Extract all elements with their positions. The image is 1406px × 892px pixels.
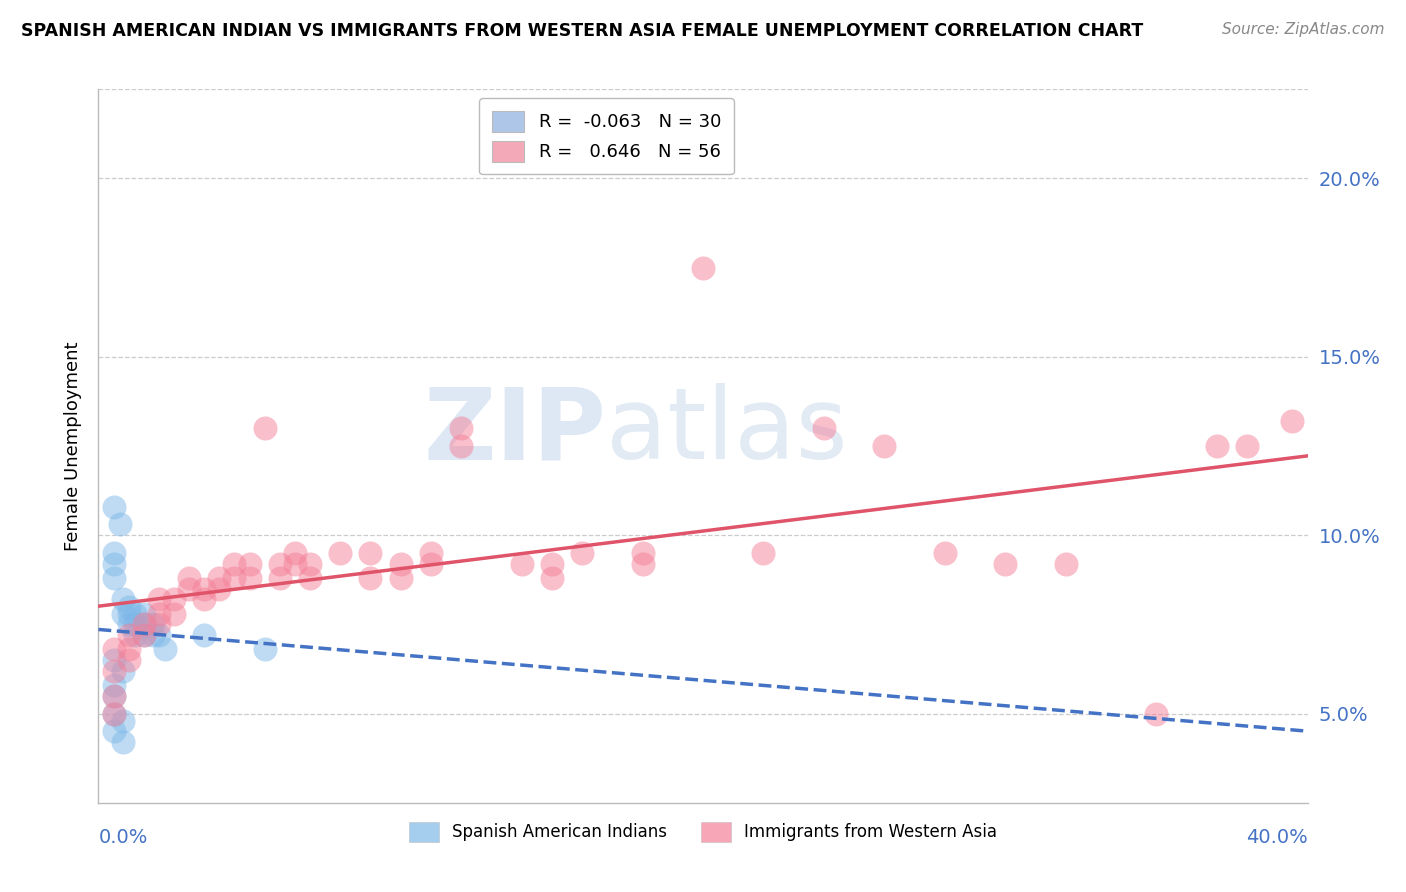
Point bbox=[148, 607, 170, 621]
Point bbox=[179, 582, 201, 596]
Point bbox=[103, 500, 125, 514]
Point bbox=[124, 607, 146, 621]
Point bbox=[224, 571, 246, 585]
Point bbox=[540, 571, 562, 585]
Point bbox=[239, 557, 262, 571]
Point bbox=[118, 617, 141, 632]
Point bbox=[329, 546, 352, 560]
Point bbox=[142, 617, 165, 632]
Point bbox=[118, 642, 141, 657]
Point bbox=[1236, 439, 1258, 453]
Text: ZIP: ZIP bbox=[423, 384, 606, 480]
Point bbox=[299, 557, 322, 571]
Point bbox=[631, 546, 654, 560]
Point bbox=[299, 571, 322, 585]
Point bbox=[111, 592, 134, 607]
Point bbox=[103, 724, 125, 739]
Point bbox=[142, 628, 165, 642]
Point bbox=[103, 689, 125, 703]
Point bbox=[124, 628, 146, 642]
Point bbox=[752, 546, 775, 560]
Point bbox=[389, 557, 412, 571]
Point bbox=[253, 421, 276, 435]
Point bbox=[108, 517, 131, 532]
Point bbox=[510, 557, 533, 571]
Point bbox=[239, 571, 262, 585]
Point bbox=[111, 714, 134, 728]
Point bbox=[284, 546, 307, 560]
Point bbox=[692, 260, 714, 275]
Legend: Spanish American Indians, Immigrants from Western Asia: Spanish American Indians, Immigrants fro… bbox=[399, 813, 1007, 852]
Point bbox=[103, 678, 125, 692]
Text: atlas: atlas bbox=[606, 384, 848, 480]
Point bbox=[360, 571, 382, 585]
Point bbox=[111, 735, 134, 749]
Point bbox=[193, 582, 215, 596]
Point bbox=[1144, 706, 1167, 721]
Point bbox=[994, 557, 1017, 571]
Point bbox=[540, 557, 562, 571]
Point bbox=[148, 617, 170, 632]
Y-axis label: Female Unemployment: Female Unemployment bbox=[63, 342, 82, 550]
Point bbox=[148, 628, 170, 642]
Point bbox=[208, 571, 231, 585]
Point bbox=[148, 592, 170, 607]
Point bbox=[118, 653, 141, 667]
Point bbox=[269, 557, 291, 571]
Point bbox=[450, 439, 472, 453]
Point bbox=[132, 628, 155, 642]
Point bbox=[253, 642, 276, 657]
Text: 0.0%: 0.0% bbox=[98, 828, 148, 847]
Point bbox=[193, 628, 215, 642]
Point bbox=[124, 617, 146, 632]
Point bbox=[111, 607, 134, 621]
Point bbox=[420, 546, 443, 560]
Point bbox=[179, 571, 201, 585]
Point bbox=[1281, 414, 1303, 428]
Point bbox=[224, 557, 246, 571]
Point bbox=[360, 546, 382, 560]
Point bbox=[163, 592, 186, 607]
Point bbox=[132, 617, 155, 632]
Point bbox=[420, 557, 443, 571]
Text: SPANISH AMERICAN INDIAN VS IMMIGRANTS FROM WESTERN ASIA FEMALE UNEMPLOYMENT CORR: SPANISH AMERICAN INDIAN VS IMMIGRANTS FR… bbox=[21, 22, 1143, 40]
Point bbox=[118, 607, 141, 621]
Point bbox=[103, 664, 125, 678]
Point bbox=[389, 571, 412, 585]
Point bbox=[103, 653, 125, 667]
Point bbox=[103, 706, 125, 721]
Point bbox=[631, 557, 654, 571]
Point bbox=[934, 546, 956, 560]
Point bbox=[132, 607, 155, 621]
Point bbox=[269, 571, 291, 585]
Point bbox=[118, 599, 141, 614]
Point bbox=[132, 617, 155, 632]
Point bbox=[813, 421, 835, 435]
Text: Source: ZipAtlas.com: Source: ZipAtlas.com bbox=[1222, 22, 1385, 37]
Point bbox=[153, 642, 176, 657]
Point bbox=[103, 546, 125, 560]
Point bbox=[103, 642, 125, 657]
Point bbox=[873, 439, 896, 453]
Text: 40.0%: 40.0% bbox=[1246, 828, 1308, 847]
Point bbox=[103, 571, 125, 585]
Point bbox=[111, 664, 134, 678]
Point bbox=[103, 689, 125, 703]
Point bbox=[208, 582, 231, 596]
Point bbox=[1206, 439, 1229, 453]
Point bbox=[284, 557, 307, 571]
Point bbox=[132, 628, 155, 642]
Point bbox=[103, 706, 125, 721]
Point bbox=[103, 557, 125, 571]
Point bbox=[450, 421, 472, 435]
Point bbox=[571, 546, 593, 560]
Point bbox=[193, 592, 215, 607]
Point bbox=[1054, 557, 1077, 571]
Point bbox=[118, 628, 141, 642]
Point bbox=[163, 607, 186, 621]
